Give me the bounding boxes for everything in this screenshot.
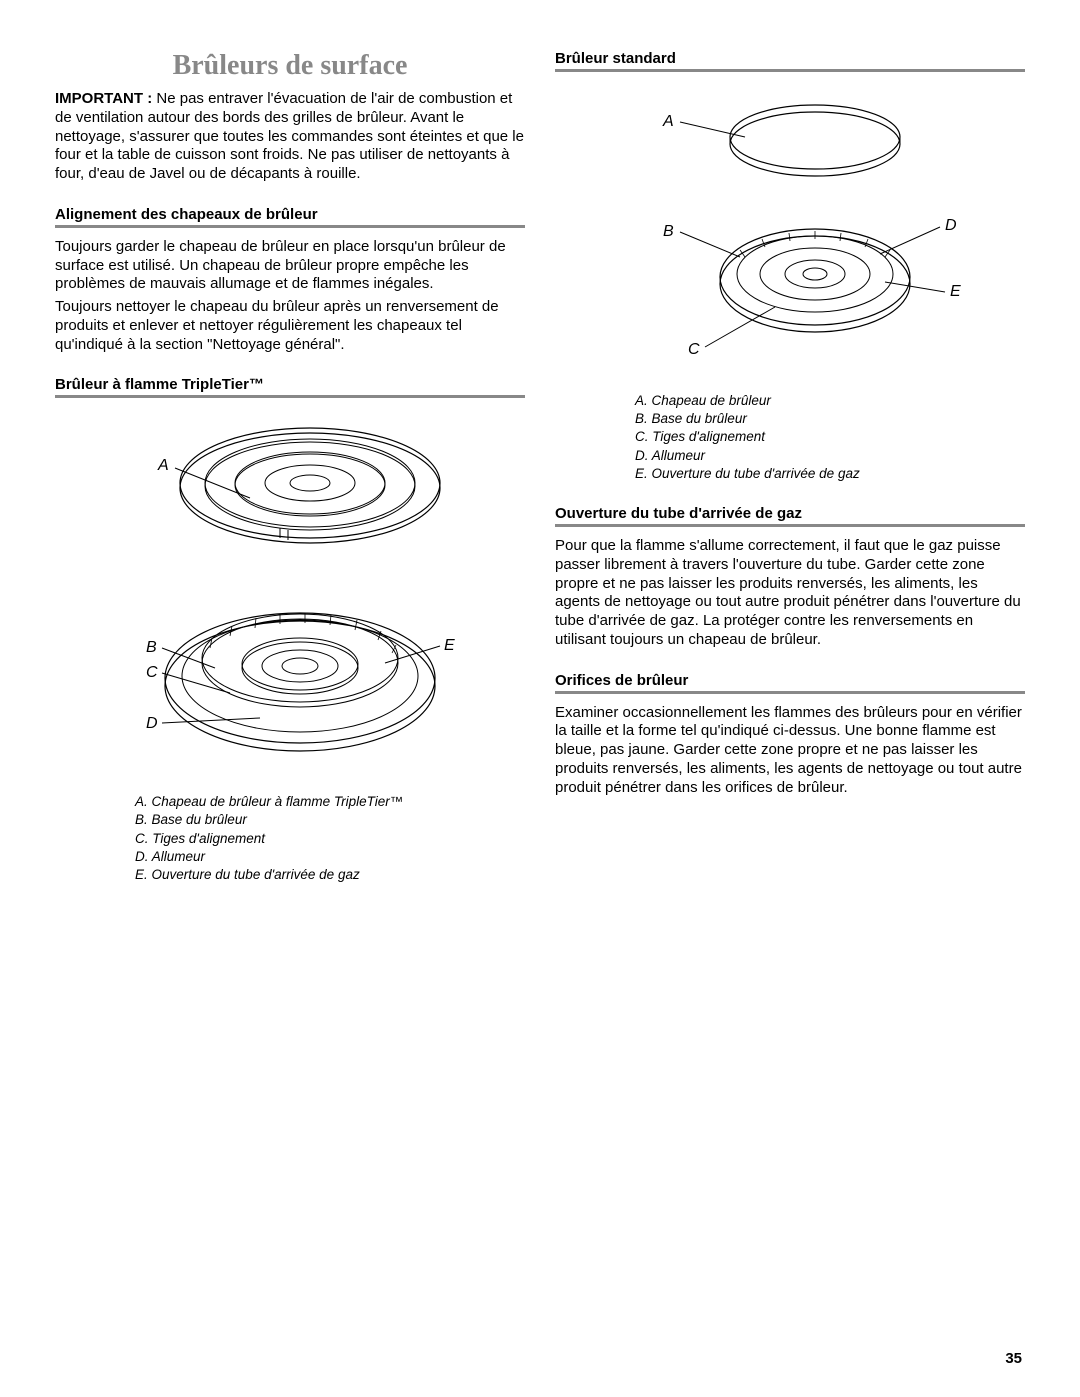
rule-icon — [555, 69, 1025, 72]
legend-a: A. Chapeau de brûleur — [635, 392, 1025, 410]
standard-burner-diagram: A B C — [555, 82, 1025, 382]
tripletier-cap-diagram: A — [55, 408, 525, 558]
rule-icon — [555, 524, 1025, 527]
label-e: E — [444, 637, 455, 654]
section5-heading: Orifices de brûleur — [555, 672, 1025, 689]
section4-para: Pour que la flamme s'allume correctement… — [555, 537, 1025, 650]
section4-heading: Ouverture du tube d'arrivée de gaz — [555, 505, 1025, 522]
legend-d: D. Allumeur — [635, 447, 1025, 465]
legend-e: E. Ouverture du tube d'arrivée de gaz — [135, 866, 525, 884]
label-a: A — [157, 457, 169, 474]
section1-heading: Alignement des chapeaux de brûleur — [55, 206, 525, 223]
legend-b: B. Base du brûleur — [135, 811, 525, 829]
label-d: D — [945, 217, 957, 234]
legend-c: C. Tiges d'alignement — [135, 830, 525, 848]
label-b: B — [146, 639, 157, 656]
legend-d: D. Allumeur — [135, 848, 525, 866]
label-b: B — [663, 223, 674, 240]
label-a: A — [662, 113, 674, 130]
label-e: E — [950, 283, 961, 300]
label-c: C — [688, 341, 700, 358]
standard-legend: A. Chapeau de brûleur B. Base du brûleur… — [555, 392, 1025, 483]
section3-heading: Brûleur standard — [555, 50, 1025, 67]
rule-icon — [555, 691, 1025, 694]
legend-e: E. Ouverture du tube d'arrivée de gaz — [635, 465, 1025, 483]
rule-icon — [55, 225, 525, 228]
section1-para2: Toujours nettoyer le chapeau du brûleur … — [55, 298, 525, 354]
legend-b: B. Base du brûleur — [635, 410, 1025, 428]
label-c: C — [146, 664, 158, 681]
rule-icon — [55, 395, 525, 398]
legend-a: A. Chapeau de brûleur à flamme TripleTie… — [135, 793, 525, 811]
page-number: 35 — [1005, 1350, 1022, 1367]
legend-c: C. Tiges d'alignement — [635, 428, 1025, 446]
page-title: Brûleurs de surface — [55, 50, 525, 82]
label-d: D — [146, 715, 158, 732]
section2-heading: Brûleur à flamme TripleTier™ — [55, 376, 525, 393]
intro-paragraph: IMPORTANT : Ne pas entraver l'évacuation… — [55, 90, 525, 184]
intro-label: IMPORTANT : — [55, 90, 152, 107]
tripletier-legend: A. Chapeau de brûleur à flamme TripleTie… — [55, 793, 525, 884]
section1-para1: Toujours garder le chapeau de brûleur en… — [55, 238, 525, 294]
tripletier-base-diagram: B C D E — [55, 568, 525, 783]
section5-para: Examiner occasionnellement les flammes d… — [555, 704, 1025, 798]
